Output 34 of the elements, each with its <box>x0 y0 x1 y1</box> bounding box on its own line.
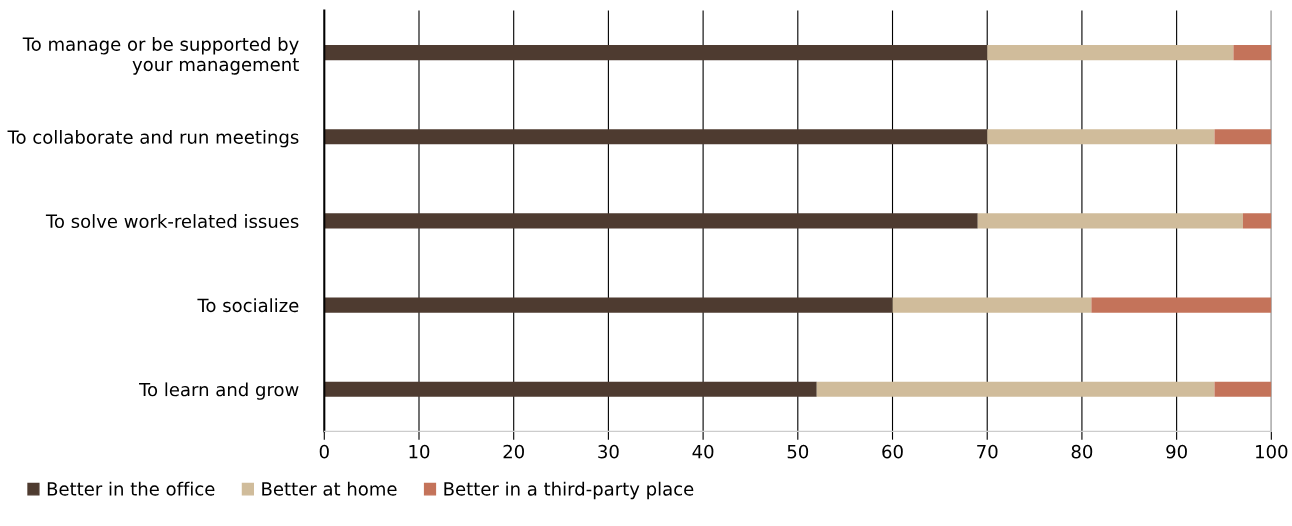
bar <box>324 45 988 61</box>
bar <box>1091 297 1272 313</box>
bar <box>324 129 988 145</box>
x-tick-label: 10 <box>409 444 430 459</box>
bar <box>816 381 1215 397</box>
y-tick-label: To collaborate and run meetings <box>7 129 299 148</box>
x-tick-label: 50 <box>787 444 809 459</box>
x-tick-label: 90 <box>1166 444 1187 459</box>
bar <box>1242 213 1272 229</box>
legend-label: Better at home <box>262 481 397 496</box>
y-tick-label: To solve work-related issues <box>45 214 299 229</box>
x-tick-label: 100 <box>1256 444 1288 459</box>
x-tick-label: 40 <box>692 444 714 459</box>
bar <box>1214 381 1272 397</box>
y-tick-label: To learn and grow <box>139 382 299 400</box>
x-tick-label: 60 <box>882 444 903 459</box>
bar <box>987 129 1215 145</box>
legend-label: Better in a third-party place <box>444 481 694 500</box>
x-tick-label: 70 <box>977 444 998 459</box>
bar <box>324 381 817 397</box>
y-tick-label: To manage or be supported by your management <box>22 37 299 75</box>
bar <box>1214 129 1272 145</box>
bar <box>892 297 1092 313</box>
y-tick-label: To socialize <box>197 298 299 313</box>
x-tick-label: 80 <box>1071 444 1093 459</box>
bar <box>1233 45 1272 61</box>
x-tick-label: 30 <box>598 444 619 459</box>
x-tick-label: 20 <box>503 444 524 459</box>
bar <box>324 297 893 313</box>
bar <box>324 213 978 229</box>
bar <box>977 213 1243 229</box>
x-tick-label: 0 <box>319 444 329 459</box>
legend-label: Better in the office <box>47 481 215 496</box>
bar <box>987 45 1234 61</box>
